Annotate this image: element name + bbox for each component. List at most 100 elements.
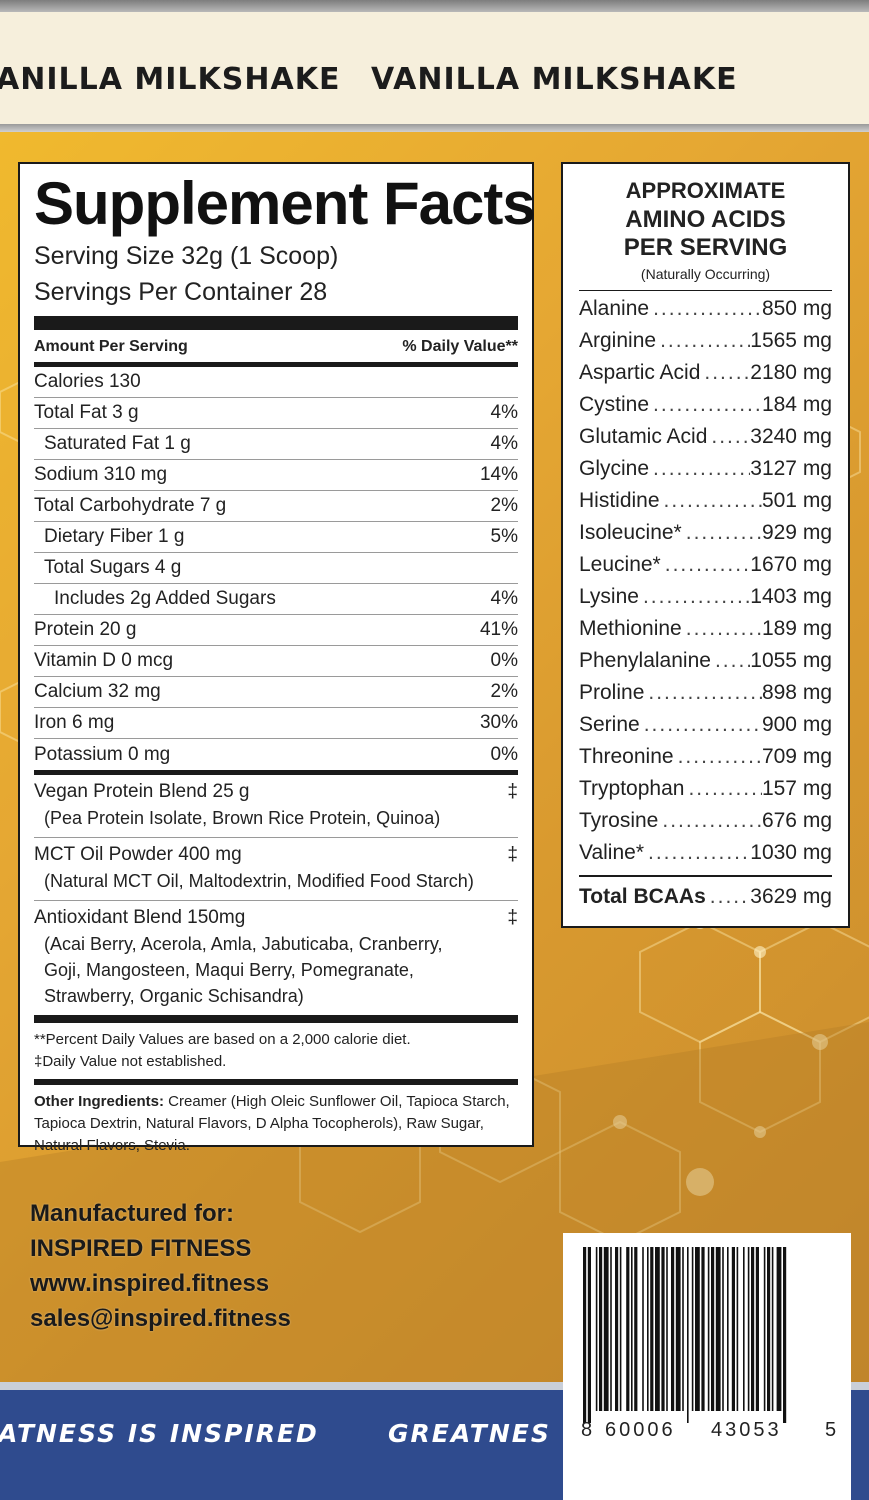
amino-name: Arginine (579, 329, 657, 352)
divider-thick (34, 1015, 518, 1023)
other-ingredients-text: Creamer (High Oleic Sunflower Oil, Tapio… (34, 1093, 510, 1154)
barcode-bar (642, 1247, 644, 1411)
flavor-banner: ANILLA MILKSHAKE VANILLA MILKSHAKE (0, 12, 869, 124)
daily-value-label: % Daily Value** (402, 338, 518, 355)
amino-name: Histidine (579, 489, 660, 512)
company-name: INSPIRED FITNESS (30, 1235, 252, 1262)
nutrient-label: Dietary Fiber 1 g (44, 526, 185, 547)
barcode-bar (595, 1247, 598, 1411)
footnotes: **Percent Daily Values are based on a 2,… (34, 1023, 518, 1079)
barcode-digit-first: 8 (581, 1419, 596, 1441)
amino-name: Leucine* (579, 553, 661, 576)
blend-dv: ‡ (507, 781, 518, 802)
amino-acids-panel: APPROXIMATE AMINO ACIDS PER SERVING (Nat… (561, 162, 850, 928)
amino-row: Cystine..............................184… (579, 389, 832, 421)
barcode-bar (661, 1247, 665, 1411)
nutrient-dv: 2% (490, 495, 518, 516)
amino-name: Lysine (579, 585, 639, 608)
amino-row: Isoleucine*.............................… (579, 517, 832, 549)
barcode-bar (695, 1247, 700, 1411)
total-bcaas-value: 3629 mg (750, 885, 832, 908)
amino-title-approximate: APPROXIMATE (625, 178, 786, 203)
amino-row: Threonine..............................7… (579, 741, 832, 773)
nutrient-row: Vitamin D 0 mcg 0% (34, 646, 518, 677)
barcode-bar (631, 1247, 633, 1411)
blend-dv: ‡ (507, 907, 518, 928)
amino-row: Tryptophan..............................… (579, 773, 832, 805)
amino-value: 184 mg (761, 393, 832, 416)
amino-name: Proline (579, 681, 645, 704)
nutrient-label: Iron 6 mg (34, 712, 115, 733)
nutrient-row: Calcium 32 mg 2% (34, 677, 518, 708)
barcode-bar (587, 1247, 591, 1423)
nutrient-row: Protein 20 g 41% (34, 615, 518, 646)
amino-value: 709 mg (761, 745, 832, 768)
amino-row: Serine..............................900 … (579, 709, 832, 741)
nutrient-label: Includes 2g Added Sugars (54, 588, 276, 609)
barcode-bar (727, 1247, 729, 1411)
barcode-bar (583, 1247, 587, 1423)
barcode-bar (687, 1247, 689, 1423)
barcode-bar (711, 1247, 715, 1411)
amino-value: 157 mg (761, 777, 832, 800)
dot-leader: .............................. (653, 457, 750, 480)
nutrient-dv: 5% (490, 526, 518, 547)
dot-leader: .............................. (714, 649, 750, 672)
barcode-bar (722, 1247, 724, 1411)
nutrient-row: Sodium 310 mg 14% (34, 460, 518, 491)
blend-ingredients: Strawberry, Organic Schisandra) (44, 986, 304, 1006)
nutrient-dv: 4% (490, 402, 518, 423)
dot-leader: .............................. (662, 809, 762, 832)
amino-value: 1403 mg (750, 585, 832, 608)
nutrient-label: Calcium 32 mg (34, 681, 161, 702)
amino-value: 189 mg (761, 617, 832, 640)
facts-title: Supplement Facts (34, 170, 536, 237)
slogan-right: GREATNES (388, 1419, 551, 1448)
total-bcaas-label: Total BCAAs (579, 885, 706, 908)
other-ingredients-label: Other Ingredients: (34, 1093, 165, 1110)
footnote-not-established: ‡Daily Value not established. (34, 1053, 227, 1070)
dot-leader: .............................. (660, 329, 750, 352)
top-strip (0, 0, 869, 12)
amino-row: Arginine..............................15… (579, 325, 832, 357)
amino-value: 1030 mg (750, 841, 832, 864)
barcode-bar (755, 1247, 759, 1411)
flavor-label-right: VANILLA MILKSHAKE (371, 62, 738, 97)
nutrient-row: Dietary Fiber 1 g 5% (34, 522, 518, 553)
amino-name: Alanine (579, 297, 650, 320)
nutrient-label: Total Carbohydrate 7 g (34, 495, 227, 516)
amino-value: 3240 mg (750, 425, 832, 448)
nutrient-dv: 4% (490, 433, 518, 454)
amino-name: Serine (579, 713, 640, 736)
nutrient-dv: 30% (479, 712, 518, 733)
barcode-bar (751, 1247, 755, 1411)
barcode-bar (650, 1247, 654, 1411)
amino-row: Methionine..............................… (579, 613, 832, 645)
barcode-bar (610, 1247, 612, 1411)
amino-value: 3127 mg (750, 457, 832, 480)
nutrient-row: Total Sugars 4 g (34, 553, 518, 584)
dot-leader: .............................. (711, 425, 751, 448)
nutrient-row: Iron 6 mg 30% (34, 708, 518, 739)
amino-total-row: Total BCAAs.............................… (579, 875, 832, 913)
barcode-bar (682, 1247, 684, 1411)
barcode-bar (776, 1247, 782, 1411)
dot-leader: .............................. (709, 885, 750, 908)
blend-ingredients: (Pea Protein Isolate, Brown Rice Protein… (44, 808, 441, 828)
nutrient-label: Sodium 310 mg (34, 464, 168, 485)
barcode: 8 60006 43053 5 (563, 1233, 851, 1500)
barcode-bar (743, 1247, 745, 1411)
nutrient-label: Total Sugars 4 g (44, 557, 182, 578)
amino-name: Tryptophan (579, 777, 685, 800)
nutrient-label: Vitamin D 0 mcg (34, 650, 174, 671)
blend-ingredients: (Natural MCT Oil, Maltodextrin, Modified… (44, 871, 474, 891)
barcode-bar (671, 1247, 675, 1411)
amino-row: Histidine..............................5… (579, 485, 832, 517)
barcode-digit-last: 5 (825, 1419, 840, 1441)
amino-name: Glycine (579, 457, 650, 480)
nutrient-dv: 41% (479, 619, 518, 640)
footnote-daily-values: **Percent Daily Values are based on a 2,… (34, 1031, 411, 1048)
servings-per-container: Servings Per Container 28 (34, 278, 328, 306)
barcode-digits-left: 60006 (605, 1419, 676, 1441)
barcode-bar (619, 1247, 622, 1411)
